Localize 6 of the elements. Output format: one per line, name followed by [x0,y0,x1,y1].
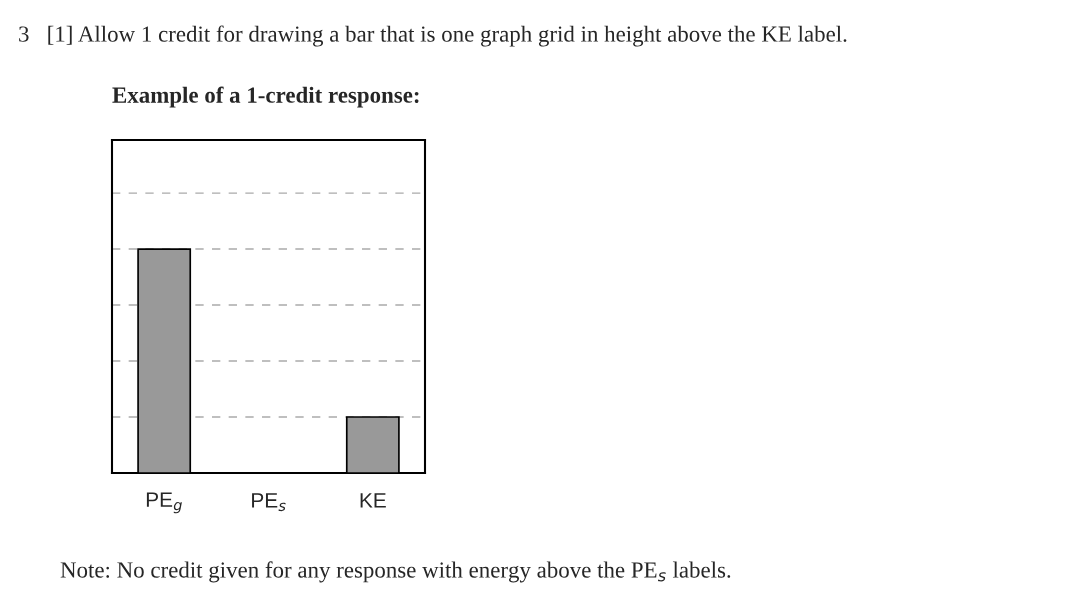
text: Note: No credit given for any response with energy above the PE$_{s}$ labels. [60,561,731,583]
x-tick-label: KE [360,493,386,508]
chart-title: 3 [1] Allow 1 credit for drawing a bar that is one graph grid in height above the KE label. [19,25,847,47]
chart-subtitle: Example of a 1-credit response: [112,86,419,108]
x-tick-label: PE$_{g}$ [146,492,182,514]
x-tick-label: PE$_{s}$ [252,493,286,512]
